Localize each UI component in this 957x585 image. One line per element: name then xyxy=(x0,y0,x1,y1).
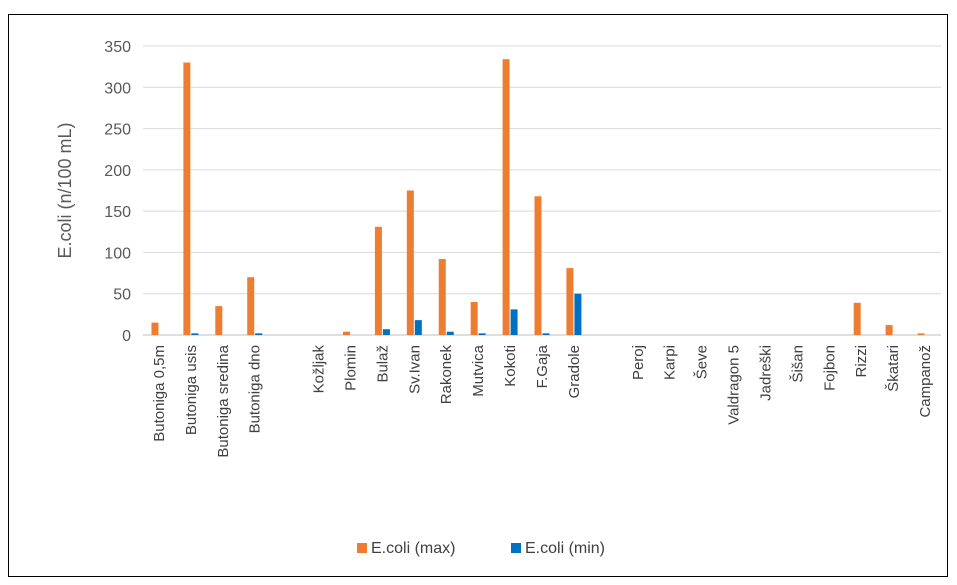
bar-max xyxy=(438,259,446,335)
x-category-label: Gradole xyxy=(566,345,583,398)
y-tick-label: 350 xyxy=(104,39,131,56)
x-category-label: Peroj xyxy=(630,345,647,380)
x-category-label: Bulaž xyxy=(374,345,391,383)
bar-max xyxy=(215,306,223,335)
chart-frame: 0 50 100 150 200 250 300 350 E.coli (n/100 mL) … xyxy=(8,14,948,577)
x-category-label: Jadreški xyxy=(757,345,774,401)
bar-max xyxy=(917,333,925,335)
y-tick-label: 150 xyxy=(104,204,131,221)
x-category-label: Kokoti xyxy=(502,345,519,387)
bar-max xyxy=(374,226,382,335)
x-category-label: Mutvica xyxy=(470,344,487,396)
bar-min xyxy=(255,333,263,335)
y-tick-label: 100 xyxy=(104,245,131,262)
y-tick-label: 250 xyxy=(104,122,131,139)
x-category-label: Campanož xyxy=(917,345,934,418)
bar-min xyxy=(478,333,486,335)
x-category-label: Valdragon 5 xyxy=(726,345,743,425)
y-tick-label: 200 xyxy=(104,163,131,180)
x-category-label: Ševe xyxy=(694,345,711,379)
x-category-label: Šišan xyxy=(789,345,806,383)
bar-max xyxy=(183,62,191,336)
bar-max xyxy=(342,331,350,335)
bar-max xyxy=(247,277,255,335)
bar-max xyxy=(406,190,414,335)
bar-min xyxy=(510,309,518,335)
bar-max xyxy=(853,302,861,335)
legend-swatch xyxy=(511,543,521,553)
x-category-label: Butoniga dno xyxy=(247,345,264,433)
y-tick-label: 50 xyxy=(113,287,131,304)
x-category-label: Plomin xyxy=(342,345,359,391)
x-category-label: Butoniga sredina xyxy=(215,344,232,457)
x-category-label: Sv.Ivan xyxy=(406,345,423,394)
x-axis-categories: Butoniga 0,5m Butoniga usis Butoniga sredi… xyxy=(151,344,934,457)
x-category-label: Butoniga 0,5m xyxy=(151,345,168,442)
bar-min xyxy=(574,293,582,335)
legend-label: E.coli (max) xyxy=(371,540,455,557)
bar-max xyxy=(151,322,159,335)
x-category-label: Kožljak xyxy=(311,345,328,394)
x-category-label: Rizzi xyxy=(853,345,870,378)
bar-min xyxy=(382,329,390,335)
y-axis-label: E.coli (n/100 mL) xyxy=(55,122,75,258)
bar-min xyxy=(191,333,199,335)
bars xyxy=(151,59,925,336)
y-tick-label: 0 xyxy=(122,328,131,345)
x-category-label: Fojbon xyxy=(821,345,838,391)
y-tick-label: 300 xyxy=(104,80,131,97)
legend-swatch xyxy=(357,543,367,553)
bar-max xyxy=(470,301,478,335)
bar-max xyxy=(885,325,893,335)
x-category-label: Škatari xyxy=(885,345,902,392)
legend-label: E.coli (min) xyxy=(525,540,605,557)
bar-min xyxy=(542,333,550,335)
legend: E.coli (max) E.coli (min) xyxy=(357,540,605,557)
x-category-label: Karpi xyxy=(662,345,679,380)
bar-min xyxy=(414,320,422,335)
gridlines xyxy=(143,45,941,336)
bar-max xyxy=(502,59,510,336)
x-category-label: Butoniga usis xyxy=(183,345,200,435)
bar-max xyxy=(566,268,574,335)
x-category-label: F.Gaja xyxy=(534,344,551,388)
bar-max xyxy=(534,196,542,335)
y-axis-ticks: 0 50 100 150 200 250 300 350 xyxy=(104,39,131,345)
x-category-label: Rakonek xyxy=(438,345,455,405)
bar-min xyxy=(446,331,454,335)
